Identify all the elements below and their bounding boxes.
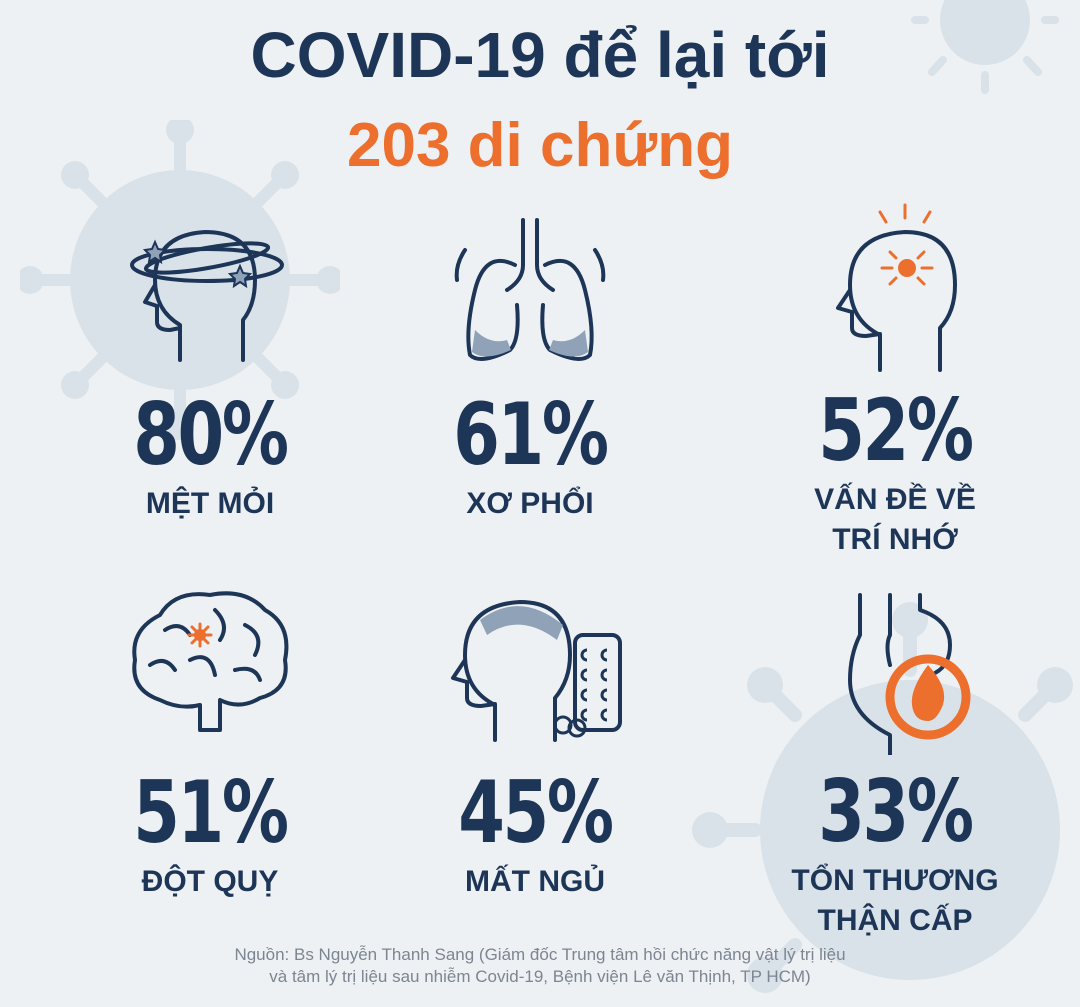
stat-label-line: XƠ PHỔI <box>466 487 594 520</box>
lungs-icon <box>454 218 606 361</box>
stat-label-line: MỆT MỎI <box>145 487 275 520</box>
stat-label-line: THẬN CẤP <box>817 904 973 937</box>
source-line-2: và tâm lý trị liệu sau nhiễm Covid-19, B… <box>269 967 811 986</box>
head-pills-icon <box>451 600 622 742</box>
stat-percent: 52% <box>818 381 974 481</box>
source-citation: Nguồn: Bs Nguyễn Thanh Sang (Giám đốc Tr… <box>0 944 1080 988</box>
brain-icon <box>132 591 289 732</box>
stat-fatigue: 80% MỆT MỎI <box>60 210 360 524</box>
dizzy-head-icon <box>130 230 284 362</box>
stat-label-line: VẤN ĐỀ VỀ <box>814 483 976 516</box>
source-line-1: Nguồn: Bs Nguyễn Thanh Sang (Giám đốc Tr… <box>234 945 846 964</box>
stat-label: ĐỘT QUỴ <box>60 862 360 902</box>
stat-label-line: ĐỘT QUỴ <box>141 865 279 898</box>
stat-percent: 51% <box>133 763 289 863</box>
stat-label: MẤT NGỦ <box>385 862 685 902</box>
stat-label: MỆT MỎI <box>60 484 360 524</box>
stat-label-line: MẤT NGỦ <box>465 865 605 898</box>
title-line-2: 203 di chứng <box>347 111 733 180</box>
stat-percent: 61% <box>453 385 609 485</box>
stat-acute-kidney-injury: 33% TỔN THƯƠNG THẬN CẤP <box>745 585 1045 941</box>
head-pain-icon <box>836 203 957 372</box>
stat-lung-fibrosis: 61% XƠ PHỔI <box>380 210 680 524</box>
virus-background-icon <box>692 602 1073 993</box>
stat-stroke: 51% ĐỘT QUỴ <box>60 580 360 902</box>
stat-label-line: TỔN THƯƠNG <box>791 864 999 897</box>
stat-insomnia: 45% MẤT NGỦ <box>385 580 685 902</box>
virus-background-icon <box>911 0 1059 94</box>
stat-label-line: TRÍ NHỚ <box>832 523 958 556</box>
stat-percent: 33% <box>818 762 974 862</box>
stat-label: VẤN ĐỀ VỀ TRÍ NHỚ <box>745 480 1045 560</box>
title-line-1: COVID-19 để lại tới <box>250 19 830 91</box>
stat-memory-issues: 52% VẤN ĐỀ VỀ TRÍ NHỚ <box>745 200 1045 560</box>
stat-label: TỔN THƯƠNG THẬN CẤP <box>745 861 1045 941</box>
stat-percent: 80% <box>133 385 289 485</box>
stat-percent: 45% <box>458 763 614 863</box>
kidney-flame-icon <box>848 593 971 755</box>
stat-label: XƠ PHỔI <box>380 484 680 524</box>
